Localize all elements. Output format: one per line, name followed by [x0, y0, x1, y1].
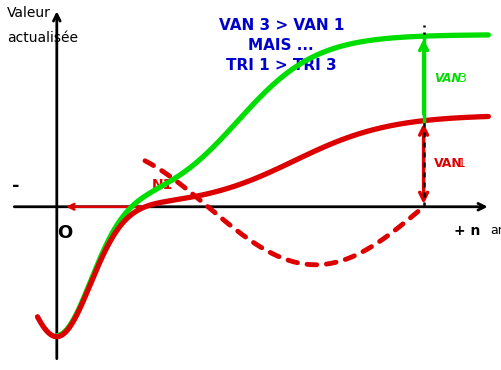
Text: VAN: VAN: [433, 157, 462, 170]
Text: VAN: VAN: [433, 72, 461, 85]
Text: 1: 1: [457, 157, 465, 170]
Text: O: O: [57, 224, 72, 242]
Text: actualisée: actualisée: [7, 31, 78, 45]
Text: + n: + n: [453, 224, 479, 238]
Text: -: -: [12, 177, 20, 195]
Text: VAN 3 > VAN 1
MAIS ...
TRI 1 > TRI 3: VAN 3 > VAN 1 MAIS ... TRI 1 > TRI 3: [218, 18, 343, 73]
Text: 3: 3: [457, 72, 465, 85]
Text: Valeur: Valeur: [7, 6, 51, 20]
Text: N1: N1: [151, 178, 172, 192]
Text: années: années: [489, 224, 501, 237]
